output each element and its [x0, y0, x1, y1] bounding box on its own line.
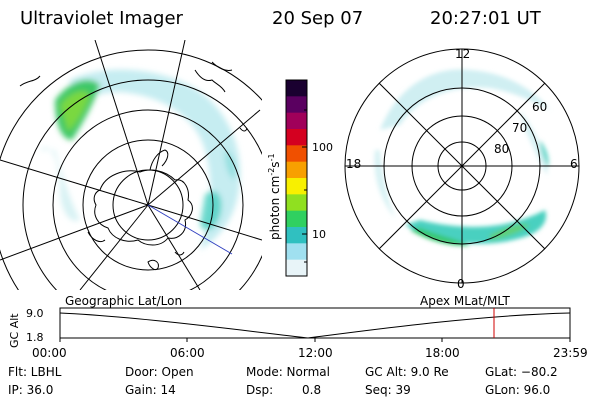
timeline-x-ticks [59, 338, 571, 342]
timeline-y-label: GC Alt [8, 313, 21, 348]
title: Ultraviolet Imager [20, 8, 184, 29]
geographic-map [0, 40, 262, 290]
status-ip: IP: 36.0 [8, 383, 53, 397]
colorbar-gradient [286, 80, 307, 277]
mlt-lat-70: 70 [512, 121, 527, 135]
colorbar-band [286, 129, 307, 146]
colorbar-band [286, 80, 307, 97]
colorbar-frame [285, 79, 308, 277]
ground-track [147, 204, 233, 255]
status-glat: GLat: −80.2 [485, 365, 558, 379]
colorbar-band [286, 243, 307, 261]
timeline-left-label: Geographic Lat/Lon [65, 294, 182, 308]
timeline-y-tick-max: 9.0 [26, 307, 44, 320]
timeline-x-0000: 00:00 [32, 346, 67, 360]
mlt-hour-lines [345, 49, 579, 283]
colorbar-band [286, 194, 307, 212]
mlt-lat-80: 80 [494, 142, 509, 156]
timeline-x-0600: 06:00 [170, 346, 205, 360]
colorbar-band [286, 227, 307, 244]
colorbar-band [286, 259, 307, 277]
status-mode: Mode: Normal [246, 365, 330, 379]
timeline-right-label: Apex MLat/MLT [420, 294, 510, 308]
mlt-hour-6: 6 [570, 157, 578, 171]
mlt-hour-0: 0 [457, 277, 465, 291]
time: 20:27:01 UT [430, 8, 542, 29]
orbit-timeline: Geographic Lat/Lon Apex MLat/MLT GC Alt … [8, 294, 588, 360]
mlt-hour-18: 18 [346, 157, 361, 171]
colorbar-band [286, 161, 307, 179]
colorbar-band [286, 210, 307, 228]
colorbar-band [286, 96, 307, 114]
status-flt: Flt: LBHL [8, 365, 62, 379]
meridian-lines [0, 40, 262, 290]
status-info: Flt: LBHL Door: Open Mode: Normal GC Alt… [8, 365, 558, 397]
status-gain: Gain: 14 [125, 383, 176, 397]
colorbar-band [286, 178, 307, 195]
timeline-x-1200: 12:00 [298, 346, 333, 360]
mlt-polar-plot: 60 70 80 12 18 6 0 [344, 47, 580, 291]
altitude-curve [59, 312, 571, 339]
colorbar-unit-label: photon cm-2s-1 [267, 153, 282, 240]
colorbar-tick-10: 10 [312, 228, 326, 241]
mlt-hour-12: 12 [455, 47, 470, 61]
colorbar-ticks [302, 109, 307, 263]
status-door: Door: Open [125, 365, 194, 379]
colorbar-tick-100: 100 [312, 141, 333, 154]
aurora-mlt-emission [374, 69, 550, 246]
colorbar-band [286, 145, 307, 163]
status-seq: Seq: 39 [365, 383, 411, 397]
status-dsp-label: Dsp: [246, 383, 273, 397]
timeline-x-1800: 18:00 [425, 346, 460, 360]
date: 20 Sep 07 [272, 8, 363, 29]
colorbar-band [286, 112, 307, 130]
colorbar: 100 10 photon cm-2s-1 [267, 79, 333, 277]
latitude-circles [0, 49, 262, 290]
status-glon: GLon: 96.0 [485, 383, 550, 397]
mlt-lat-60: 60 [532, 100, 547, 114]
timeline-y-tick-min: 1.8 [26, 331, 44, 344]
coastline [19, 61, 248, 271]
timeline-x-2359: 23:59 [553, 346, 588, 360]
status-gc-alt: GC Alt: 9.0 Re [365, 365, 449, 379]
status-dsp-value: 0.8 [302, 383, 321, 397]
